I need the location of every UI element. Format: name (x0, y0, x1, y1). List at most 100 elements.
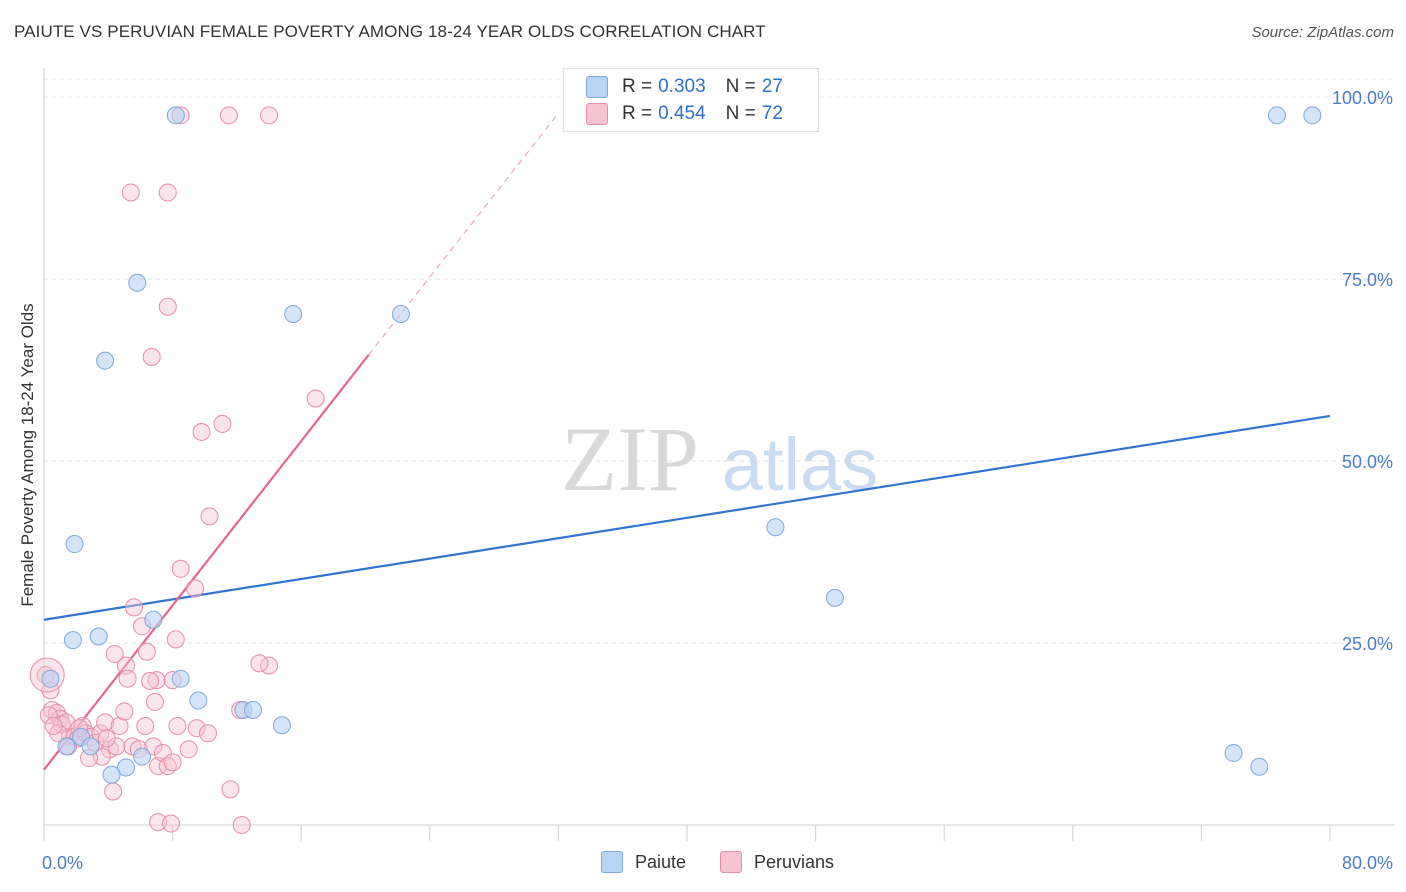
paiute-point (171, 669, 190, 688)
r-value-peruvians: 0.454 (658, 103, 706, 124)
n-value-peruvians: 72 (761, 103, 783, 124)
peruvians-point (163, 753, 182, 772)
paiute-point (96, 351, 115, 370)
x-tick-label: 0.0% (42, 853, 83, 873)
n-label: N = (725, 103, 756, 124)
peruvians-point (306, 389, 325, 408)
peruvians-point (179, 740, 198, 759)
paiute-point (1250, 757, 1269, 776)
legend-item-peruvians[interactable]: Peruvians (720, 851, 834, 873)
peruvians-point (142, 347, 161, 366)
paiute-point (272, 716, 291, 735)
paiute-point (1267, 106, 1286, 125)
trend-lines (43, 114, 1331, 771)
peruvians-point (145, 692, 164, 711)
correlation-legend: R = 0.303 N = 27 R = 0.454 N = 72 (563, 68, 819, 132)
paiute-point (144, 610, 163, 629)
watermark-atlas: atlas (722, 423, 878, 506)
paiute-swatch (586, 76, 608, 98)
paiute-point (102, 765, 121, 784)
legend-label-paiute: Paiute (635, 851, 687, 872)
paiute-point (166, 106, 185, 125)
watermark-zip: ZIP (561, 408, 699, 510)
y-tick-label: 75.0% (1342, 270, 1393, 290)
peruvians-point (158, 297, 177, 316)
legend-label-peruvians: Peruvians (754, 851, 835, 872)
peruvians-point (137, 642, 156, 661)
paiute-point (391, 305, 410, 324)
peruvians-point (192, 422, 211, 441)
paiute-point (284, 305, 303, 324)
paiute-points (41, 106, 1322, 784)
peruvians-point (92, 747, 111, 766)
peruvians-point (147, 671, 166, 690)
n-value-paiute: 27 (761, 76, 783, 97)
x-tick-label: 80.0% (1342, 853, 1393, 873)
peruvians-point (121, 183, 140, 202)
r-label: R = (622, 76, 653, 97)
r-value-paiute: 0.303 (658, 76, 706, 97)
series-legend: Paiute Peruvians (0, 851, 1406, 877)
y-tick-label: 100.0% (1332, 88, 1393, 108)
peruvians-point (44, 717, 63, 736)
tick-labels: 25.0% 50.0% 75.0% 100.0% 0.0% 80.0% (42, 88, 1393, 873)
peruvians-point (161, 814, 180, 833)
paiute-point (128, 273, 147, 292)
peruvians-trend-extension (368, 114, 558, 356)
paiute-swatch (601, 851, 623, 873)
paiute-trend-line (43, 414, 1331, 621)
peruvians-point (168, 717, 187, 736)
peruvians-point (144, 737, 163, 756)
legend-item-paiute[interactable]: Paiute (601, 851, 686, 873)
paiute-point (89, 627, 108, 646)
peruvians-point (260, 106, 279, 125)
paiute-point (57, 737, 76, 756)
paiute-point (189, 691, 208, 710)
peruvians-point (97, 729, 116, 748)
peruvians-point (96, 713, 115, 732)
peruvians-point (149, 813, 168, 832)
peruvians-point (104, 782, 123, 801)
peruvians-swatch (720, 851, 742, 873)
peruvians-point (115, 702, 134, 721)
peruvians-point (187, 719, 206, 738)
peruvians-point (219, 106, 238, 125)
paiute-point (1224, 743, 1243, 762)
paiute-point (63, 631, 82, 650)
peruvians-point (39, 706, 58, 725)
peruvians-point (116, 656, 135, 675)
paiute-point (1303, 106, 1322, 125)
peruvians-point (200, 507, 219, 526)
paiute-point (766, 518, 785, 537)
paiute-point (133, 747, 152, 766)
y-tick-label: 25.0% (1342, 634, 1393, 654)
source-label: Source: ZipAtlas.com (1251, 24, 1394, 41)
peruvians-point (125, 598, 144, 617)
peruvians-swatch (586, 103, 608, 125)
legend-row-peruvians: R = 0.454 N = 72 (586, 102, 783, 126)
peruvians-point (158, 757, 177, 776)
paiute-point (825, 588, 844, 607)
peruvians-point (186, 579, 205, 598)
peruvians-point (166, 630, 185, 649)
peruvians-point (141, 671, 160, 690)
peruvians-point (250, 654, 269, 673)
peruvians-point (105, 644, 124, 663)
peruvians-point (221, 780, 240, 799)
paiute-point (116, 758, 135, 777)
paiute-point (81, 737, 100, 756)
peruvians-trend-line (43, 354, 370, 771)
peruvians-point (232, 816, 251, 834)
peruvians-point (118, 669, 137, 688)
paiute-point (65, 535, 84, 554)
paiute-point (41, 669, 60, 688)
r-label: R = (622, 103, 653, 124)
peruvians-point (110, 717, 129, 736)
peruvians-point (158, 183, 177, 202)
axes (43, 68, 1395, 841)
gridlines (44, 78, 1395, 644)
paiute-point (243, 700, 262, 719)
legend-row-paiute: R = 0.303 N = 27 (586, 75, 783, 99)
peruvians-point (136, 717, 155, 736)
